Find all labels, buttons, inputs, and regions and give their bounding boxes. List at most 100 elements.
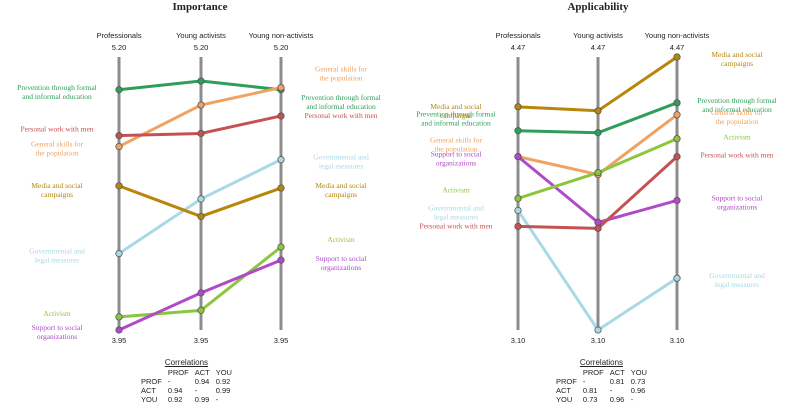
series-label-activism: Activism xyxy=(43,309,71,318)
corr-cell: 0.92 xyxy=(215,377,231,386)
data-point-activism xyxy=(594,168,602,177)
series-label-activism: Activism xyxy=(327,235,355,244)
series-label-general-skills-for-the-population: General skills for the population xyxy=(430,136,483,154)
corr-header: YOU xyxy=(630,368,647,377)
corr-cell: 0.94 xyxy=(167,386,183,395)
axis-bottom-tick-label: 3.10 xyxy=(670,336,685,345)
series-label-prevention-through-formal-and-informal-education: Prevention through formal and informal ed… xyxy=(697,96,777,114)
corr-cell: 0.99 xyxy=(194,395,210,404)
data-point-prevention-through-formal-and-informal-education xyxy=(115,86,123,94)
corr-row-label: YOU xyxy=(141,395,158,404)
data-point-governmental-and-legal-measures xyxy=(277,156,285,164)
series-label-activism: Activism xyxy=(442,185,470,194)
series-label-governmental-and-legal-measures: Governmental and legal measures xyxy=(29,247,85,265)
corr-header: ACT xyxy=(194,368,210,377)
series-label-prevention-through-formal-and-informal-education: Prevention through formal and informal ed… xyxy=(416,110,496,128)
data-point-governmental-and-legal-measures xyxy=(197,195,205,203)
axis-top-tick-label: 4.47 xyxy=(591,43,606,52)
data-point-governmental-and-legal-measures xyxy=(673,274,681,282)
data-point-activism xyxy=(277,243,285,251)
corr-cell: - xyxy=(609,386,613,395)
corr-cell: 0.96 xyxy=(609,395,625,404)
corr-row-label: ACT xyxy=(141,386,156,395)
corr-cell: 0.81 xyxy=(582,386,598,395)
series-label-media-and-social-campaigns: Media and social campaigns xyxy=(315,181,366,199)
axis-top-tick-label: 4.47 xyxy=(511,43,526,52)
data-point-governmental-and-legal-measures xyxy=(594,326,602,334)
series-label-governmental-and-legal-measures: Governmental and legal measures xyxy=(709,271,765,289)
corr-header: ACT xyxy=(609,368,625,377)
series-label-media-and-social-campaigns: Media and social campaigns xyxy=(711,50,762,68)
data-point-prevention-through-formal-and-informal-education xyxy=(594,129,602,137)
corr-row-label: YOU xyxy=(556,395,573,404)
correlations-table-importance: Correlations PROF ACT YOU PROF - 0.94 0.… xyxy=(138,358,235,404)
corr-header: YOU xyxy=(215,368,232,377)
corr-cell: - xyxy=(582,377,586,386)
corr-row-label: PROF xyxy=(141,377,162,386)
axis-name-label: Young non-activists xyxy=(249,31,314,40)
series-label-governmental-and-legal-measures: Governmental and legal measures xyxy=(313,153,369,171)
corr-cell: 0.99 xyxy=(215,386,231,395)
corr-cell: 0.73 xyxy=(582,395,598,404)
axis-name-label: Young activists xyxy=(176,31,226,40)
corr-cell: - xyxy=(630,395,634,404)
axis-top-tick-label: 5.20 xyxy=(274,43,289,52)
data-point-media-and-social-campaigns xyxy=(594,107,602,115)
series-label-media-and-social-campaigns: Media and social campaigns xyxy=(430,102,481,120)
data-point-support-to-social-organizations xyxy=(197,289,205,297)
corr-header: PROF xyxy=(582,368,604,377)
data-point-prevention-through-formal-and-informal-education xyxy=(197,77,205,85)
data-point-general-skills-for-the-population xyxy=(115,142,123,151)
corr-cell: 0.73 xyxy=(630,377,646,386)
corr-cell: - xyxy=(167,377,171,386)
axis-bottom-tick-label: 3.95 xyxy=(194,336,209,345)
axis-bottom-tick-label: 3.95 xyxy=(274,336,289,345)
corr-cell: 0.96 xyxy=(630,386,646,395)
data-point-prevention-through-formal-and-informal-education xyxy=(673,99,681,107)
data-point-activism xyxy=(514,194,522,203)
data-point-personal-work-with-men xyxy=(673,153,681,161)
corr-row-label: PROF xyxy=(556,377,577,386)
data-point-media-and-social-campaigns xyxy=(673,53,681,61)
series-label-prevention-through-formal-and-informal-education: Prevention through formal and informal ed… xyxy=(301,93,381,111)
data-point-general-skills-for-the-population xyxy=(673,111,681,119)
data-point-personal-work-with-men xyxy=(514,222,522,230)
data-point-general-skills-for-the-population xyxy=(277,83,285,92)
data-point-personal-work-with-men xyxy=(197,129,205,138)
series-label-governmental-and-legal-measures: Governmental and legal measures xyxy=(428,203,484,221)
data-point-general-skills-for-the-population xyxy=(197,101,205,109)
data-point-personal-work-with-men xyxy=(277,112,285,120)
data-point-media-and-social-campaigns xyxy=(115,182,123,190)
data-point-prevention-through-formal-and-informal-education xyxy=(514,127,522,135)
data-point-media-and-social-campaigns xyxy=(277,184,285,192)
series-label-personal-work-with-men: Personal work with men xyxy=(304,111,377,120)
axis-name-label: Young non-activists xyxy=(645,31,710,40)
series-label-media-and-social-campaigns: Media and social campaigns xyxy=(31,181,82,199)
series-label-personal-work-with-men: Personal work with men xyxy=(700,151,773,160)
axis-top-tick-label: 5.20 xyxy=(112,43,127,52)
series-label-general-skills-for-the-population: General skills for the population xyxy=(315,65,368,83)
axis-top-tick-label: 5.20 xyxy=(194,43,209,52)
series-label-personal-work-with-men: Personal work with men xyxy=(419,221,492,230)
correlations-table-applicability: Correlations PROF ACT YOU PROF - 0.81 0.… xyxy=(553,358,650,404)
axis-name-label: Professionals xyxy=(96,31,141,40)
series-label-prevention-through-formal-and-informal-education: Prevention through formal and informal ed… xyxy=(17,83,97,101)
data-point-activism xyxy=(197,306,205,314)
series-label-personal-work-with-men: Personal work with men xyxy=(20,125,93,134)
axis-name-label: Young activists xyxy=(573,31,623,40)
data-point-governmental-and-legal-measures xyxy=(514,206,522,215)
data-point-media-and-social-campaigns xyxy=(514,103,522,111)
series-label-support-to-social-organizations: Support to social organizations xyxy=(316,254,367,272)
series-label-support-to-social-organizations: Support to social organizations xyxy=(431,150,482,168)
series-label-activism: Activism xyxy=(723,133,751,142)
data-point-support-to-social-organizations xyxy=(594,218,602,226)
series-label-general-skills-for-the-population: General skills for the population xyxy=(711,108,764,126)
data-point-support-to-social-organizations xyxy=(673,196,681,205)
corr-cell: - xyxy=(215,395,219,404)
corr-cell: - xyxy=(194,386,198,395)
data-point-media-and-social-campaigns xyxy=(197,212,205,221)
chart-title: Applicability xyxy=(567,1,629,13)
data-point-activism xyxy=(115,313,123,321)
corr-cell: 0.92 xyxy=(167,395,183,404)
axis-bottom-tick-label: 3.10 xyxy=(591,336,606,345)
